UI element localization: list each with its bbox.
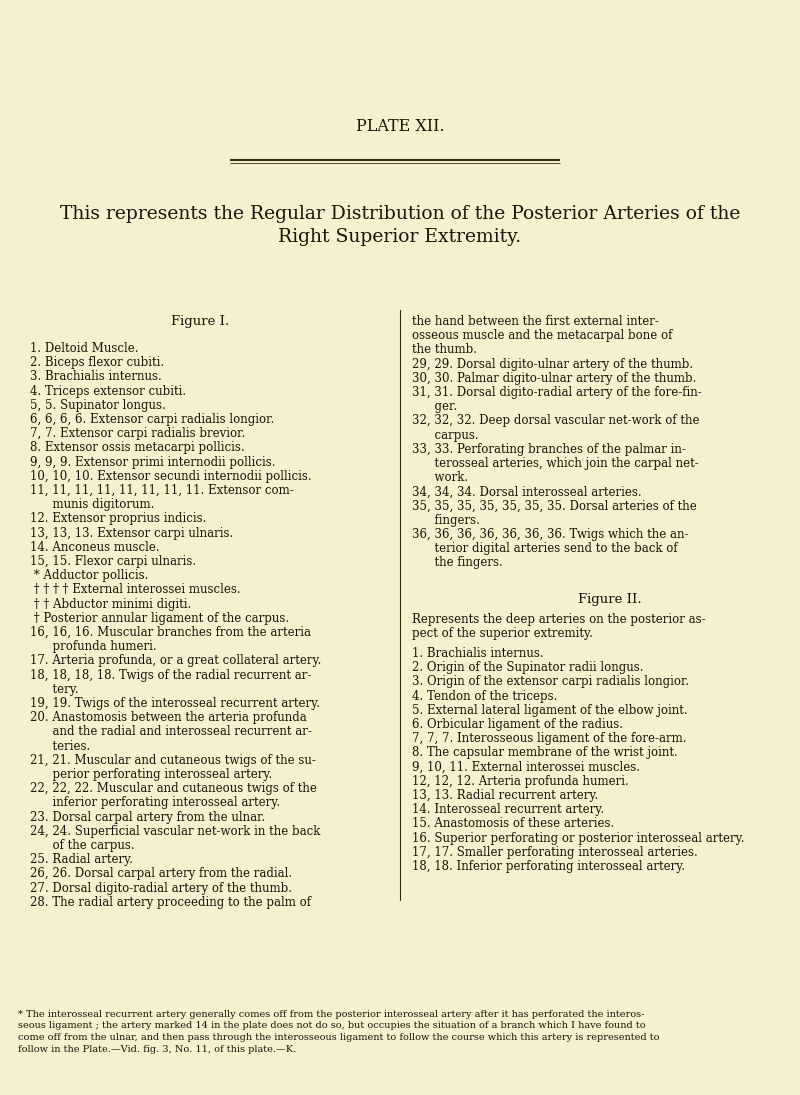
Text: terior digital arteries send to the back of: terior digital arteries send to the back… xyxy=(412,542,678,555)
Text: munis digitorum.: munis digitorum. xyxy=(30,498,154,511)
Text: 6, 6, 6, 6. Extensor carpi radialis longior.: 6, 6, 6, 6. Extensor carpi radialis long… xyxy=(30,413,274,426)
Text: work.: work. xyxy=(412,471,468,484)
Text: 24, 24. Superficial vascular net-work in the back: 24, 24. Superficial vascular net-work in… xyxy=(30,825,320,838)
Text: * The interosseal recurrent artery generally comes off from the posterior intero: * The interosseal recurrent artery gener… xyxy=(18,1010,644,1019)
Text: tery.: tery. xyxy=(30,683,78,695)
Text: 8. Extensor ossis metacarpi pollicis.: 8. Extensor ossis metacarpi pollicis. xyxy=(30,441,245,454)
Text: 12, 12, 12. Arteria profunda humeri.: 12, 12, 12. Arteria profunda humeri. xyxy=(412,775,629,787)
Text: 7, 7, 7. Interosseous ligament of the fore-arm.: 7, 7, 7. Interosseous ligament of the fo… xyxy=(412,733,686,746)
Text: 4. Triceps extensor cubiti.: 4. Triceps extensor cubiti. xyxy=(30,384,186,397)
Text: follow in the Plate.—Vid. fig. 3, No. 11, of this plate.—K.: follow in the Plate.—Vid. fig. 3, No. 11… xyxy=(18,1045,296,1053)
Text: 17, 17. Smaller perforating interosseal arteries.: 17, 17. Smaller perforating interosseal … xyxy=(412,845,698,858)
Text: 1. Deltoid Muscle.: 1. Deltoid Muscle. xyxy=(30,342,138,355)
Text: 34, 34, 34. Dorsal interosseal arteries.: 34, 34, 34. Dorsal interosseal arteries. xyxy=(412,485,642,498)
Text: Figure I.: Figure I. xyxy=(171,315,229,328)
Text: 5, 5. Supinator longus.: 5, 5. Supinator longus. xyxy=(30,399,166,412)
Text: 29, 29. Dorsal digito-ulnar artery of the thumb.: 29, 29. Dorsal digito-ulnar artery of th… xyxy=(412,358,693,370)
Text: the hand between the first external inter-: the hand between the first external inte… xyxy=(412,315,659,328)
Text: PLATE XII.: PLATE XII. xyxy=(356,118,444,135)
Text: 26, 26. Dorsal carpal artery from the radial.: 26, 26. Dorsal carpal artery from the ra… xyxy=(30,867,292,880)
Text: fingers.: fingers. xyxy=(412,514,480,527)
Text: 36, 36, 36, 36, 36, 36, 36. Twigs which the an-: 36, 36, 36, 36, 36, 36, 36. Twigs which … xyxy=(412,528,689,541)
Text: Represents the deep arteries on the posterior as-: Represents the deep arteries on the post… xyxy=(412,612,706,625)
Text: 2. Origin of the Supinator radii longus.: 2. Origin of the Supinator radii longus. xyxy=(412,661,643,675)
Text: Right Superior Extremity.: Right Superior Extremity. xyxy=(278,228,522,246)
Text: 16. Superior perforating or posterior interosseal artery.: 16. Superior perforating or posterior in… xyxy=(412,831,745,844)
Text: 17. Arteria profunda, or a great collateral artery.: 17. Arteria profunda, or a great collate… xyxy=(30,655,322,667)
Text: profunda humeri.: profunda humeri. xyxy=(30,641,157,654)
Text: carpus.: carpus. xyxy=(412,428,478,441)
Text: 28. The radial artery proceeding to the palm of: 28. The radial artery proceeding to the … xyxy=(30,896,311,909)
Text: † Posterior annular ligament of the carpus.: † Posterior annular ligament of the carp… xyxy=(30,612,289,625)
Text: * Adductor pollicis.: * Adductor pollicis. xyxy=(30,569,148,583)
Text: 31, 31. Dorsal digito-radial artery of the fore-fin-: 31, 31. Dorsal digito-radial artery of t… xyxy=(412,387,702,399)
Text: 15, 15. Flexor carpi ulnaris.: 15, 15. Flexor carpi ulnaris. xyxy=(30,555,196,568)
Text: 9, 9, 9. Extensor primi internodii pollicis.: 9, 9, 9. Extensor primi internodii polli… xyxy=(30,456,275,469)
Text: teries.: teries. xyxy=(30,739,90,752)
Text: 12. Extensor proprius indicis.: 12. Extensor proprius indicis. xyxy=(30,512,206,526)
Text: 14. Anconeus muscle.: 14. Anconeus muscle. xyxy=(30,541,160,554)
Text: 6. Orbicular ligament of the radius.: 6. Orbicular ligament of the radius. xyxy=(412,718,623,731)
Text: seous ligament ; the artery marked 14 in the plate does not do so, but occupies : seous ligament ; the artery marked 14 in… xyxy=(18,1022,646,1030)
Text: 20. Anastomosis between the arteria profunda: 20. Anastomosis between the arteria prof… xyxy=(30,711,306,724)
Text: ger.: ger. xyxy=(412,400,457,413)
Text: 18, 18, 18, 18. Twigs of the radial recurrent ar-: 18, 18, 18, 18. Twigs of the radial recu… xyxy=(30,669,311,681)
Text: This represents the Regular Distribution of the Posterior Arteries of the: This represents the Regular Distribution… xyxy=(60,205,740,223)
Text: terosseal arteries, which join the carpal net-: terosseal arteries, which join the carpa… xyxy=(412,457,698,470)
Text: 25. Radial artery.: 25. Radial artery. xyxy=(30,853,133,866)
Text: 1. Brachialis internus.: 1. Brachialis internus. xyxy=(412,647,544,660)
Text: 2. Biceps flexor cubiti.: 2. Biceps flexor cubiti. xyxy=(30,356,164,369)
Text: 27. Dorsal digito-radial artery of the thumb.: 27. Dorsal digito-radial artery of the t… xyxy=(30,881,292,895)
Text: and the radial and interosseal recurrent ar-: and the radial and interosseal recurrent… xyxy=(30,725,312,738)
Text: perior perforating interosseal artery.: perior perforating interosseal artery. xyxy=(30,768,272,781)
Text: 30, 30. Palmar digito-ulnar artery of the thumb.: 30, 30. Palmar digito-ulnar artery of th… xyxy=(412,372,696,384)
Text: 8. The capsular membrane of the wrist joint.: 8. The capsular membrane of the wrist jo… xyxy=(412,747,678,760)
Text: † † Abductor minimi digiti.: † † Abductor minimi digiti. xyxy=(30,598,191,611)
Text: 9, 10, 11. External interossei muscles.: 9, 10, 11. External interossei muscles. xyxy=(412,761,640,773)
Text: come off from the ulnar, and then pass through the interosseous ligament to foll: come off from the ulnar, and then pass t… xyxy=(18,1033,659,1042)
Text: osseous muscle and the metacarpal bone of: osseous muscle and the metacarpal bone o… xyxy=(412,330,672,343)
Text: 23. Dorsal carpal artery from the ulnar.: 23. Dorsal carpal artery from the ulnar. xyxy=(30,810,266,823)
Text: 4. Tendon of the triceps.: 4. Tendon of the triceps. xyxy=(412,690,558,703)
Text: the thumb.: the thumb. xyxy=(412,344,477,356)
Text: 7, 7. Extensor carpi radialis brevior.: 7, 7. Extensor carpi radialis brevior. xyxy=(30,427,246,440)
Text: 21, 21. Muscular and cutaneous twigs of the su-: 21, 21. Muscular and cutaneous twigs of … xyxy=(30,753,316,766)
Text: 35, 35, 35, 35, 35, 35, 35. Dorsal arteries of the: 35, 35, 35, 35, 35, 35, 35. Dorsal arter… xyxy=(412,499,697,512)
Text: 32, 32, 32. Deep dorsal vascular net-work of the: 32, 32, 32. Deep dorsal vascular net-wor… xyxy=(412,414,699,427)
Text: 19, 19. Twigs of the interosseal recurrent artery.: 19, 19. Twigs of the interosseal recurre… xyxy=(30,698,320,710)
Text: 18, 18. Inferior perforating interosseal artery.: 18, 18. Inferior perforating interosseal… xyxy=(412,860,685,873)
Text: 15. Anastomosis of these arteries.: 15. Anastomosis of these arteries. xyxy=(412,817,614,830)
Text: 13, 13. Radial recurrent artery.: 13, 13. Radial recurrent artery. xyxy=(412,789,598,802)
Text: of the carpus.: of the carpus. xyxy=(30,839,134,852)
Text: 13, 13, 13. Extensor carpi ulnaris.: 13, 13, 13. Extensor carpi ulnaris. xyxy=(30,527,234,540)
Text: 14. Interosseal recurrent artery.: 14. Interosseal recurrent artery. xyxy=(412,804,604,816)
Text: the fingers.: the fingers. xyxy=(412,556,502,569)
Text: 3. Brachialis internus.: 3. Brachialis internus. xyxy=(30,370,162,383)
Text: Figure II.: Figure II. xyxy=(578,592,642,606)
Text: 3. Origin of the extensor carpi radialis longior.: 3. Origin of the extensor carpi radialis… xyxy=(412,676,689,689)
Text: 16, 16, 16. Muscular branches from the arteria: 16, 16, 16. Muscular branches from the a… xyxy=(30,626,311,639)
Text: inferior perforating interosseal artery.: inferior perforating interosseal artery. xyxy=(30,796,280,809)
Text: 5. External lateral ligament of the elbow joint.: 5. External lateral ligament of the elbo… xyxy=(412,704,688,717)
Text: † † † † External interossei muscles.: † † † † External interossei muscles. xyxy=(30,584,241,597)
Text: 22, 22, 22. Muscular and cutaneous twigs of the: 22, 22, 22. Muscular and cutaneous twigs… xyxy=(30,782,317,795)
Text: 10, 10, 10. Extensor secundi internodii pollicis.: 10, 10, 10. Extensor secundi internodii … xyxy=(30,470,312,483)
Text: 11, 11, 11, 11, 11, 11, 11, 11. Extensor com-: 11, 11, 11, 11, 11, 11, 11, 11. Extensor… xyxy=(30,484,294,497)
Text: 33, 33. Perforating branches of the palmar in-: 33, 33. Perforating branches of the palm… xyxy=(412,442,686,456)
Text: pect of the superior extremity.: pect of the superior extremity. xyxy=(412,626,593,639)
